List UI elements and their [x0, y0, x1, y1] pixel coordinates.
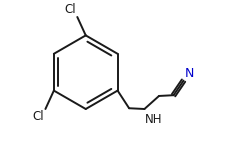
- Text: Cl: Cl: [32, 110, 44, 123]
- Text: N: N: [185, 67, 194, 80]
- Text: Cl: Cl: [64, 3, 76, 16]
- Text: NH: NH: [145, 113, 163, 126]
